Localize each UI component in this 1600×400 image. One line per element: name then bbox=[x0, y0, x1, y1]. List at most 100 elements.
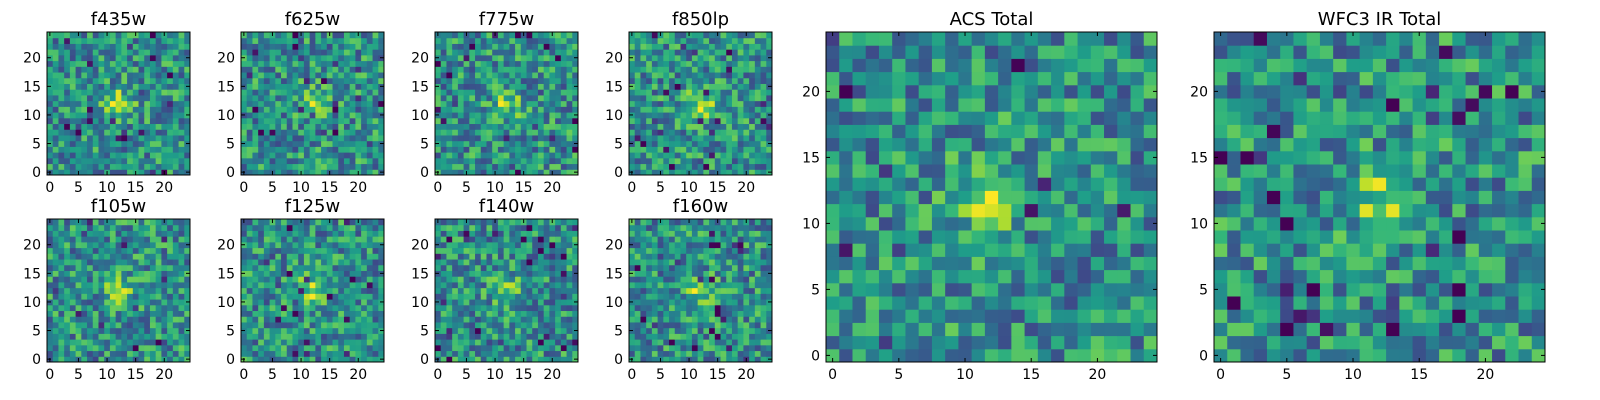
y-tick-label: 0 bbox=[420, 165, 429, 181]
heatmap-cell bbox=[503, 49, 510, 56]
heatmap-cell bbox=[81, 140, 88, 147]
heatmap-cell bbox=[167, 276, 174, 283]
heatmap-cell bbox=[680, 152, 687, 159]
heatmap-cell bbox=[555, 321, 562, 329]
heatmap-cell bbox=[349, 66, 356, 73]
heatmap-cell bbox=[674, 94, 681, 102]
heatmap-cell bbox=[75, 72, 82, 79]
heatmap-cell bbox=[127, 117, 134, 125]
heatmap-cell bbox=[440, 219, 447, 226]
heatmap-cell bbox=[497, 163, 505, 170]
heatmap-cell bbox=[58, 129, 65, 136]
heatmap-cell bbox=[463, 77, 470, 84]
y-tick-label: 10 bbox=[605, 108, 623, 124]
heatmap-cell bbox=[167, 219, 174, 226]
heatmap-cell bbox=[503, 276, 510, 283]
heatmap-cell bbox=[286, 89, 293, 96]
heatmap-cell bbox=[651, 339, 659, 346]
heatmap-cell bbox=[52, 264, 59, 271]
heatmap-cell bbox=[680, 134, 687, 142]
heatmap-cell bbox=[646, 54, 653, 62]
heatmap-cell bbox=[172, 169, 180, 176]
heatmap-cell bbox=[703, 146, 710, 153]
heatmap-cell bbox=[109, 344, 117, 352]
heatmap-cell bbox=[760, 37, 767, 44]
heatmap-cell bbox=[138, 230, 145, 237]
heatmap-cell bbox=[680, 37, 687, 44]
heatmap-cell bbox=[486, 72, 493, 79]
heatmap-cell bbox=[155, 37, 162, 44]
heatmap-cell bbox=[726, 327, 733, 334]
heatmap-cell bbox=[292, 270, 299, 277]
heatmap-cell bbox=[497, 123, 505, 130]
heatmap-cell bbox=[263, 287, 271, 294]
heatmap-cell bbox=[303, 224, 311, 231]
heatmap-cell bbox=[343, 281, 351, 289]
heatmap-cell bbox=[109, 327, 117, 334]
heatmap-cell bbox=[184, 219, 191, 226]
heatmap-cell bbox=[184, 276, 191, 283]
heatmap-cell bbox=[634, 117, 641, 125]
heatmap-cell bbox=[680, 327, 687, 334]
heatmap-cell bbox=[315, 94, 322, 102]
heatmap-cell bbox=[109, 89, 117, 96]
heatmap-cell bbox=[766, 49, 773, 56]
heatmap-cell bbox=[115, 339, 122, 346]
heatmap-cell bbox=[549, 49, 556, 56]
heatmap-cell bbox=[566, 287, 573, 294]
heatmap-cell bbox=[241, 276, 248, 283]
heatmap-cell bbox=[549, 89, 556, 96]
heatmap-cell bbox=[309, 100, 316, 107]
heatmap-cell bbox=[463, 157, 470, 165]
heatmap-cell bbox=[486, 43, 493, 50]
heatmap-cell bbox=[321, 60, 328, 67]
heatmap-cell bbox=[669, 123, 676, 130]
heatmap-cell bbox=[543, 321, 550, 329]
heatmap-cell bbox=[532, 106, 539, 113]
heatmap-cell bbox=[115, 37, 122, 44]
heatmap-cell bbox=[75, 259, 82, 266]
heatmap-cell bbox=[697, 112, 704, 119]
heatmap-cell bbox=[697, 66, 704, 73]
heatmap-cell bbox=[246, 253, 253, 260]
heatmap-cell bbox=[366, 316, 374, 323]
heatmap-cell bbox=[269, 94, 276, 102]
heatmap-cell bbox=[184, 310, 191, 317]
heatmap-cell bbox=[452, 264, 459, 271]
heatmap-cell bbox=[714, 293, 722, 300]
heatmap-cell bbox=[640, 129, 647, 136]
heatmap-cell bbox=[492, 66, 499, 73]
heatmap-cell bbox=[286, 247, 293, 254]
heatmap-cell bbox=[132, 106, 140, 113]
heatmap-cell bbox=[178, 264, 185, 271]
heatmap-cell bbox=[726, 106, 733, 113]
heatmap-cell bbox=[355, 339, 362, 346]
heatmap-cell bbox=[361, 299, 368, 306]
heatmap-cell bbox=[64, 276, 71, 283]
heatmap-cell bbox=[657, 304, 664, 312]
heatmap-cell bbox=[246, 89, 253, 96]
heatmap-cell bbox=[167, 299, 174, 306]
heatmap-cell bbox=[349, 264, 356, 271]
heatmap-cell bbox=[138, 270, 145, 277]
heatmap-cell bbox=[475, 134, 482, 142]
heatmap-cell bbox=[463, 304, 470, 312]
heatmap-cell bbox=[749, 134, 756, 142]
heatmap-cell bbox=[486, 49, 493, 56]
heatmap-cell bbox=[737, 316, 744, 323]
heatmap-cell bbox=[303, 259, 311, 266]
heatmap-cell bbox=[572, 293, 579, 300]
heatmap-cell bbox=[731, 163, 739, 170]
heatmap-cell bbox=[549, 287, 556, 294]
heatmap-cell bbox=[463, 333, 470, 340]
heatmap-cell bbox=[378, 152, 385, 159]
heatmap-cell bbox=[754, 83, 762, 90]
heatmap-cell bbox=[58, 304, 65, 312]
heatmap-cell bbox=[560, 293, 568, 300]
heatmap-cell bbox=[75, 236, 82, 243]
heatmap-cell bbox=[275, 276, 282, 283]
y-tick-label: 20 bbox=[411, 51, 429, 67]
heatmap-cell bbox=[629, 66, 636, 73]
heatmap-cell bbox=[161, 321, 168, 329]
